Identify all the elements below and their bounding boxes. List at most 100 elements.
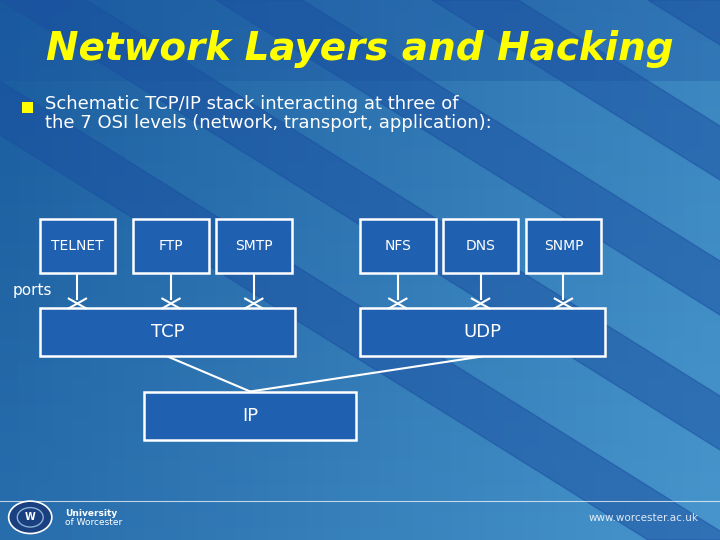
Bar — [666, 0, 684, 14]
Bar — [414, 338, 432, 351]
Bar — [522, 189, 540, 202]
Bar — [0, 14, 18, 27]
Bar — [90, 284, 108, 297]
Bar — [576, 40, 594, 54]
Bar — [144, 81, 162, 94]
Bar — [594, 176, 612, 189]
Bar — [108, 513, 126, 526]
Bar — [612, 0, 630, 14]
Bar — [0, 94, 18, 108]
Bar — [72, 378, 90, 392]
Bar — [198, 14, 216, 27]
Bar — [378, 513, 396, 526]
Bar — [486, 189, 504, 202]
Bar — [144, 324, 162, 338]
Bar — [72, 135, 90, 148]
Bar — [108, 14, 126, 27]
Bar — [396, 446, 414, 459]
Bar — [468, 14, 486, 27]
Bar — [684, 459, 702, 472]
Bar — [126, 310, 144, 324]
Bar — [288, 122, 306, 135]
Bar — [306, 162, 324, 176]
Bar — [360, 364, 378, 378]
Bar — [504, 338, 522, 351]
Bar — [504, 216, 522, 229]
Bar — [90, 500, 108, 513]
Bar — [450, 446, 468, 459]
Bar — [288, 148, 306, 162]
Bar — [432, 418, 450, 432]
Bar — [594, 162, 612, 176]
Bar — [90, 418, 108, 432]
Bar — [270, 216, 288, 229]
Bar — [270, 135, 288, 148]
Bar — [18, 40, 36, 54]
Bar — [414, 0, 432, 14]
Bar — [36, 68, 54, 81]
Bar — [36, 216, 54, 229]
Bar — [108, 135, 126, 148]
Bar — [126, 351, 144, 364]
Bar — [234, 54, 252, 68]
Bar — [666, 68, 684, 81]
Bar — [0, 378, 18, 392]
Bar — [40, 308, 295, 356]
Bar — [630, 392, 648, 405]
Bar — [540, 230, 558, 243]
Bar — [450, 378, 468, 392]
Bar — [252, 526, 270, 540]
Bar — [396, 351, 414, 364]
Bar — [252, 122, 270, 135]
Bar — [648, 202, 666, 216]
Bar — [378, 459, 396, 472]
Bar — [666, 392, 684, 405]
Bar — [18, 351, 36, 364]
Bar — [288, 500, 306, 513]
Bar — [558, 189, 576, 202]
Bar — [144, 27, 162, 40]
Bar — [216, 189, 234, 202]
Bar — [324, 81, 342, 94]
Bar — [468, 162, 486, 176]
Bar — [108, 284, 126, 297]
Bar — [252, 405, 270, 418]
Bar — [450, 189, 468, 202]
Bar — [594, 459, 612, 472]
Bar — [630, 14, 648, 27]
Bar — [396, 500, 414, 513]
Bar — [666, 418, 684, 432]
Bar — [18, 94, 36, 108]
Bar — [702, 256, 720, 270]
Bar — [72, 122, 90, 135]
Bar — [684, 324, 702, 338]
Bar — [468, 176, 486, 189]
Bar — [234, 459, 252, 472]
Bar — [702, 472, 720, 486]
Bar — [342, 486, 360, 500]
Bar — [144, 486, 162, 500]
Bar — [324, 297, 342, 310]
Bar — [450, 324, 468, 338]
Bar — [288, 351, 306, 364]
Bar — [324, 68, 342, 81]
Bar — [180, 243, 198, 256]
Bar — [288, 297, 306, 310]
Bar — [522, 243, 540, 256]
Bar — [684, 446, 702, 459]
Bar — [702, 81, 720, 94]
Bar — [108, 297, 126, 310]
Bar — [450, 0, 468, 14]
Bar — [72, 297, 90, 310]
Bar — [198, 432, 216, 445]
Bar — [270, 54, 288, 68]
Bar — [630, 54, 648, 68]
Bar — [360, 0, 378, 14]
Bar — [468, 310, 486, 324]
Bar — [558, 472, 576, 486]
Bar — [468, 27, 486, 40]
Bar — [0, 54, 18, 68]
Bar — [702, 176, 720, 189]
Bar — [36, 243, 54, 256]
Bar — [270, 432, 288, 445]
